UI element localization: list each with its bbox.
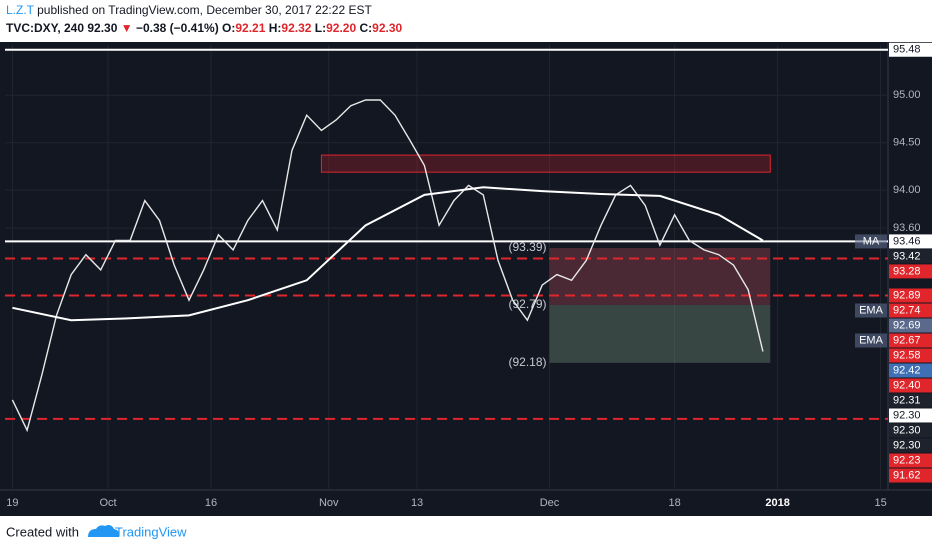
header-part: 92.30 (87, 21, 120, 35)
header-part: 92.20 (326, 21, 359, 35)
price-tag (889, 42, 932, 57)
x-tick-label: 16 (205, 497, 217, 509)
price-tag-label: 92.30 (893, 439, 921, 451)
price-tag (889, 438, 932, 453)
reward-zone (549, 304, 771, 363)
plot: 19 Oct 16 Nov 13 Dec 18 2018 15 95.00 94.50 94.00 93… (5, 42, 932, 509)
price-tag-label: 93.28 (893, 265, 921, 277)
price-tag (889, 393, 932, 408)
price-tag-label: 92.89 (893, 289, 921, 301)
footer-prefix: Created with (6, 524, 79, 539)
header-part: 92.21 (235, 21, 268, 35)
publish-line: L.Z.T published on TradingView.com, Dece… (6, 3, 372, 17)
header-part: ▼ (121, 21, 136, 35)
price-tag (889, 303, 932, 318)
header-part: 92.30 (372, 21, 402, 35)
price-tag-label: 92.69 (893, 319, 921, 331)
indicator-tag-label: EMA (859, 334, 884, 346)
price-tag-label: 92.30 (893, 409, 921, 421)
supply-zone (320, 154, 771, 173)
price-tag (889, 408, 932, 423)
y-tick-label: 93.60 (893, 222, 921, 234)
x-tick-label: 19 (6, 497, 18, 509)
y-tick-label: 95.00 (893, 89, 921, 101)
x-tick-label: Oct (99, 497, 116, 509)
price-tag-label: 95.48 (893, 44, 921, 56)
x-tick-label: 18 (668, 497, 680, 509)
header-part: L.Z.T (6, 3, 35, 17)
footer-brand[interactable]: TradingView (115, 524, 187, 539)
price-tag-label: 93.46 (893, 235, 921, 247)
y-tick-label: 94.50 (893, 137, 921, 149)
indicator-tag-label: EMA (859, 304, 884, 316)
price-tag-label: 92.74 (893, 304, 921, 316)
y-tick-label: 94.00 (893, 184, 921, 196)
logo-cloud (88, 525, 120, 537)
header-part: H: (269, 21, 282, 35)
price-tag (889, 288, 932, 303)
price-tag (889, 348, 932, 363)
price-tag-label: 92.42 (893, 364, 921, 376)
header-part: published on TradingView.com, December 3… (34, 3, 373, 17)
price-tag (889, 264, 932, 279)
price-tag (889, 333, 932, 348)
price-tag (889, 318, 932, 333)
chart-panel (0, 42, 932, 516)
position-label: (92.18) (508, 355, 546, 369)
x-tick-label: 2018 (765, 497, 789, 509)
price-tag-label: 92.67 (893, 334, 921, 346)
indicator-tag (855, 234, 887, 249)
price-tag (889, 249, 932, 264)
price-tag-label: 92.30 (893, 424, 921, 436)
indicator-tag (855, 333, 887, 348)
price-tag-label: 92.40 (893, 379, 921, 391)
x-tick-label: 13 (411, 497, 423, 509)
price-tag-label: 92.31 (893, 394, 921, 406)
indicator-tag-label: MA (863, 235, 880, 247)
price-tag (889, 468, 932, 483)
header-part: 92.32 (281, 21, 314, 35)
price-tag-label: 93.42 (893, 250, 921, 262)
price-tag (889, 453, 932, 468)
price-tag-label: 92.23 (893, 454, 921, 466)
header-part: −0.38 (−0.41%) (136, 21, 222, 35)
price-tag (889, 234, 932, 249)
header-part: TVC:DXY, 240 (6, 21, 87, 35)
header-part: O: (222, 21, 235, 35)
position-label: (93.39) (508, 240, 546, 254)
position-label: (92.79) (508, 297, 546, 311)
price-tag-label: 91.62 (893, 469, 921, 481)
symbol-line: TVC:DXY, 240 92.30 ▼ −0.38 (−0.41%) O:92… (6, 21, 403, 35)
x-tick-label: Nov (319, 497, 339, 509)
price-tag-label: 92.58 (893, 349, 921, 361)
header-part: C: (360, 21, 373, 35)
x-tick-label: Dec (540, 497, 560, 509)
ma-line (12, 186, 764, 322)
price-tag (889, 378, 932, 393)
tradingview-logo (88, 525, 120, 537)
indicator-tag (855, 303, 887, 318)
header-part: L: (315, 21, 326, 35)
price-tag (889, 423, 932, 438)
x-tick-label: 15 (875, 497, 887, 509)
price-tag (889, 363, 932, 378)
